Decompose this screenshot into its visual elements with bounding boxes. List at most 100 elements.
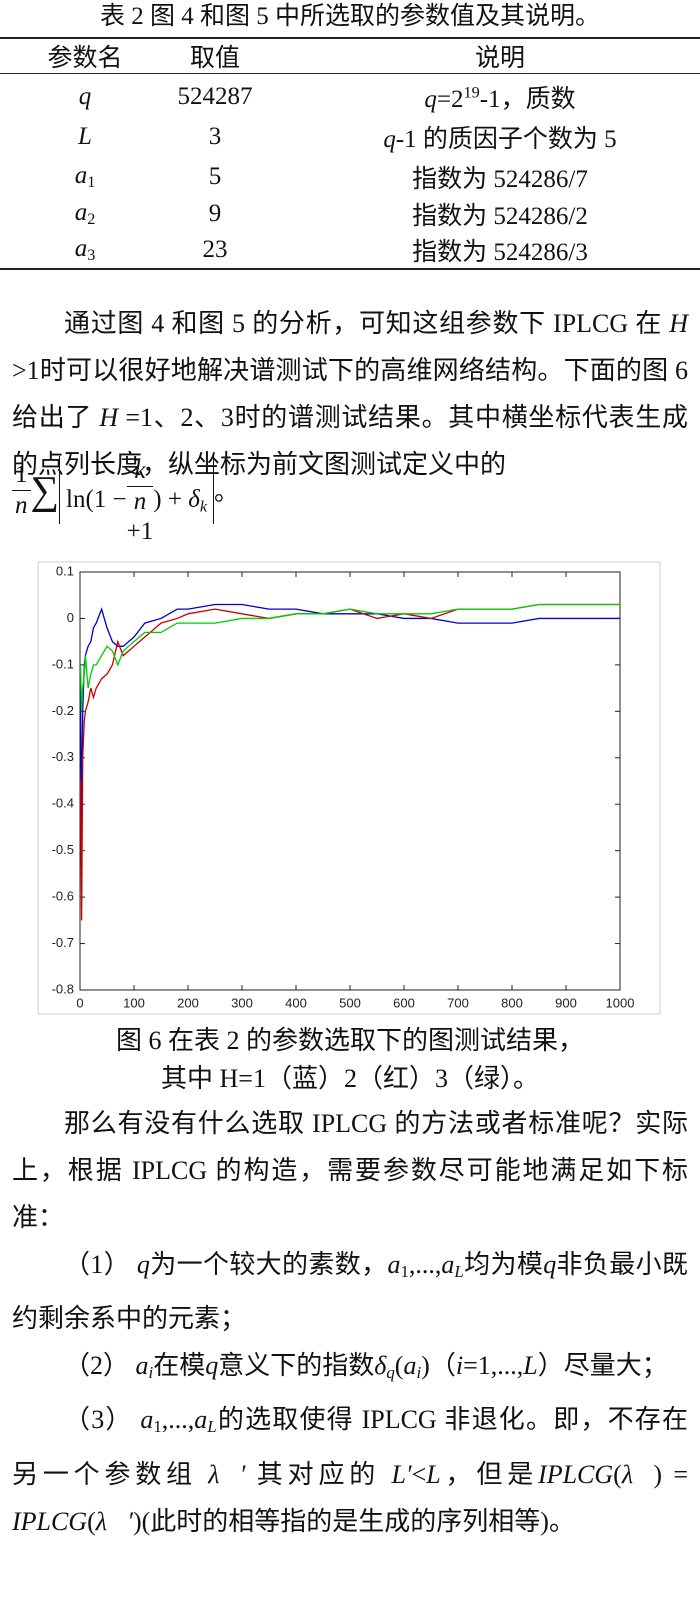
- data-line: [79, 603, 620, 712]
- text-run: 在模: [153, 1351, 206, 1381]
- table-top-rule: [0, 37, 700, 39]
- x-tick-label: 300: [231, 995, 253, 1010]
- formula-run: ln(1 −: [66, 486, 127, 514]
- text-run: λ⃗: [621, 1459, 654, 1489]
- name-run: a: [74, 234, 88, 262]
- text-run: q: [136, 1250, 150, 1279]
- text-run: L: [454, 1262, 464, 1282]
- param-value: 3: [208, 123, 222, 150]
- paragraph: 那么有没有什么选取 IPLCG 的方法或者标准呢？实际上，根据 IPLCG 的构…: [12, 1109, 688, 1232]
- text-run: λ⃗′: [95, 1506, 133, 1536]
- formula-run: ) +: [153, 486, 189, 514]
- param-desc: 指数为 524286/7: [412, 166, 588, 193]
- y-tick-label: -0.5: [52, 842, 74, 857]
- name-run: 1: [87, 173, 96, 192]
- x-tick-label: 400: [285, 995, 307, 1010]
- param-desc: q=219-1，质数: [424, 79, 575, 115]
- desc-run: q: [424, 86, 437, 113]
- x-tick-label: 700: [447, 995, 469, 1010]
- text-run: ）尽量大；: [537, 1351, 668, 1381]
- text-run: 通过图 4 和图 5 的分析，可知这组参数下 IPLCG 在: [64, 309, 670, 338]
- desc-run: q: [383, 126, 396, 153]
- text-run: i: [416, 1363, 422, 1383]
- caption-line: 图 6 在表 2 的参数选取下的图测试结果，: [115, 1026, 584, 1055]
- x-tick-label: 800: [501, 995, 523, 1010]
- header-cell: 取值: [189, 45, 241, 72]
- text-run: =1,...,: [463, 1351, 524, 1381]
- x-tick-label: 1000: [606, 995, 635, 1010]
- param-value: 524287: [177, 83, 253, 110]
- text-run: L: [426, 1459, 441, 1489]
- text-run: L: [523, 1351, 538, 1381]
- text-run: i: [455, 1351, 464, 1381]
- text-run: （2）: [64, 1351, 130, 1381]
- text-run: (此时的相等指的是生成的序列相等)。: [141, 1506, 575, 1536]
- text-run: 的选取使得 IPLCG 非退化。即，不存在另一个参数组: [12, 1405, 688, 1489]
- text-run: （3）: [64, 1405, 133, 1435]
- text-run: a: [194, 1405, 208, 1435]
- text-run: a: [135, 1351, 149, 1381]
- fraction: k n +1: [126, 456, 154, 547]
- list-item: （2） ai在模q意义下的指数δq(ai)（i=1,...,L）尽量大；: [12, 1342, 688, 1396]
- formula: 1 n ∑ ln(1 − k n +1) + δk。: [12, 456, 240, 545]
- abs-bars: ln(1 − k n +1) + δk: [59, 456, 215, 545]
- name-run: 3: [87, 246, 96, 265]
- param-name: a3: [75, 235, 96, 265]
- formula-run: k: [199, 497, 208, 516]
- formula-run: n: [133, 488, 147, 515]
- text-run: H: [669, 309, 688, 338]
- text-run: （1）: [64, 1250, 131, 1279]
- text-run: (: [87, 1506, 96, 1536]
- text-run: a: [140, 1405, 154, 1435]
- text-run: ,...,: [408, 1250, 442, 1279]
- text-run: q: [205, 1351, 219, 1381]
- list-item: （3） a1,...,aL的选取使得 IPLCG 非退化。即，不存在另一个参数组…: [12, 1396, 688, 1544]
- paragraph: 通过图 4 和图 5 的分析，可知这组参数下 IPLCG 在 H >1时可以很好…: [12, 300, 688, 488]
- header-cell: 参数名: [47, 45, 123, 72]
- figure-caption: 图 6 在表 2 的参数选取下的图测试结果， 其中 H=1（蓝）2（红）3（绿）。: [0, 1022, 700, 1098]
- text-run: q: [543, 1250, 557, 1279]
- y-tick-label: -0.6: [52, 889, 74, 904]
- denominator: n +1: [127, 487, 154, 547]
- y-tick-label: -0.7: [52, 935, 74, 950]
- param-value: 5: [208, 163, 222, 190]
- param-desc: 指数为 524286/3: [412, 239, 588, 266]
- desc-run: -1，质数: [479, 86, 576, 113]
- y-tick-label: -0.4: [52, 796, 74, 811]
- text-run: L′: [391, 1459, 412, 1489]
- text-run: δ: [374, 1351, 387, 1381]
- numerator: 1: [12, 460, 31, 491]
- x-tick-label: 200: [177, 995, 199, 1010]
- param-name: a2: [75, 199, 96, 229]
- plot-area: [79, 571, 621, 991]
- text-run: L: [207, 1417, 217, 1437]
- y-tick-label: -0.2: [52, 703, 74, 718]
- x-tick-label: 0: [76, 995, 83, 1010]
- y-tick-label: 0: [67, 610, 74, 625]
- text-run: a: [441, 1250, 455, 1279]
- desc-run: =2: [436, 86, 464, 113]
- text-run: H: [99, 403, 119, 432]
- y-tick-label: 0.1: [56, 563, 74, 578]
- denominator: n: [15, 491, 28, 519]
- text-run: 均为模: [463, 1250, 544, 1279]
- text-run: >1时可以很好地解决谱测试下的高维网络结构。下面的图 6 给出了: [12, 356, 688, 432]
- desc-run: -1 的质因子个数为 5: [395, 126, 617, 153]
- text-run: (: [613, 1459, 622, 1489]
- text-run: 1: [400, 1262, 409, 1282]
- text-run: (: [394, 1351, 404, 1381]
- x-tick-label: 500: [339, 995, 361, 1010]
- text-run: ，但是: [440, 1459, 539, 1489]
- y-tick-label: -0.1: [52, 656, 74, 671]
- text-run: ): [132, 1506, 142, 1536]
- text-run: <: [411, 1459, 427, 1489]
- formula-run: 。: [214, 479, 240, 506]
- x-tick-label: 900: [555, 995, 577, 1010]
- x-tick-label: 100: [123, 995, 145, 1010]
- text-run: 为一个较大的素数，: [149, 1250, 388, 1279]
- text-run: 1: [153, 1417, 162, 1437]
- numerator: k: [126, 456, 154, 487]
- text-run: a: [387, 1250, 401, 1279]
- param-name: L: [78, 123, 92, 150]
